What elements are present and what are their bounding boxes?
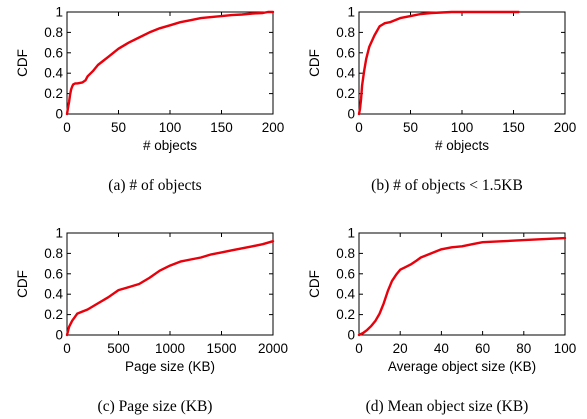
x-tick-label: 2000: [258, 341, 288, 356]
y-axis-label: CDF: [307, 49, 322, 77]
y-tick-label: 1: [347, 226, 355, 241]
x-tick-label: 200: [554, 120, 577, 135]
panel-d: 0 0.2 0.4 0.6 0.8 1 0 20 40 60 80 100 Average object…: [307, 226, 576, 416]
x-tick-label: 150: [502, 120, 525, 135]
y-tick-label: 0.2: [44, 86, 63, 101]
y-tick-label: 0.6: [44, 45, 63, 60]
y-axis-label: CDF: [15, 49, 30, 77]
y-tick-label: 0.2: [336, 307, 355, 322]
subfigure-caption: (d) Mean object size (KB): [366, 398, 529, 415]
x-tick-label: 100: [451, 120, 474, 135]
x-tick-label: 500: [107, 341, 130, 356]
x-tick-label: 50: [403, 120, 418, 135]
y-axis-label: CDF: [15, 270, 30, 298]
y-tick-label: 1: [347, 5, 355, 20]
x-axis-label: Average object size (KB): [388, 359, 536, 374]
y-tick-label: 0.6: [336, 45, 355, 60]
y-tick-label: 1: [55, 226, 63, 241]
x-axis-label: # objects: [435, 138, 489, 153]
subfigure-caption: (b) # of objects < 1.5KB: [371, 177, 523, 194]
x-tick-label: 0: [355, 341, 363, 356]
x-tick-label: 150: [210, 120, 233, 135]
y-tick-label: 0.6: [336, 266, 355, 281]
x-tick-label: 50: [111, 120, 126, 135]
y-tick-label: 0.6: [44, 266, 63, 281]
y-tick-label: 0.8: [336, 246, 355, 261]
y-axis-label: CDF: [307, 270, 322, 298]
x-tick-label: 1500: [206, 341, 236, 356]
y-tick-label: 0.2: [336, 86, 355, 101]
x-tick-label: 0: [355, 120, 363, 135]
panel-a: 0 0.2 0.4 0.6 0.8 1 0 50 100 150 200 # objects CDF (a…: [15, 5, 284, 195]
cdf-line: [65, 10, 275, 116]
y-tick-label: 0: [347, 107, 355, 122]
plot-frame: [358, 11, 566, 115]
y-tick-label: 0: [55, 328, 63, 343]
x-tick-label: 80: [516, 341, 531, 356]
x-tick-label: 1000: [155, 341, 185, 356]
y-tick-label: 0.8: [336, 25, 355, 40]
plot-frame: [66, 11, 274, 115]
y-tick-label: 0.2: [44, 307, 63, 322]
x-axis-label: # objects: [143, 138, 197, 153]
cdf-line: [65, 239, 275, 337]
plot-frame: [358, 232, 566, 336]
y-tick-label: 0: [55, 107, 63, 122]
x-tick-label: 40: [434, 341, 449, 356]
y-tick-label: 0.4: [336, 287, 355, 302]
x-tick-label: 100: [159, 120, 182, 135]
subfigure-caption: (a) # of objects: [108, 177, 201, 194]
y-tick-label: 0.4: [44, 287, 63, 302]
y-tick-label: 0.8: [44, 246, 63, 261]
panel-c: 0 0.2 0.4 0.6 0.8 1 0 500 1000 1500 2000 Page size …: [15, 226, 288, 416]
x-tick-label: 20: [393, 341, 408, 356]
cdf-line: [357, 236, 567, 337]
x-axis-label: Page size (KB): [125, 359, 215, 374]
subfigure-caption: (c) Page size (KB): [98, 398, 213, 415]
panel-b: 0 0.2 0.4 0.6 0.8 1 0 50 100 150 200 # objects CDF (b…: [307, 5, 576, 195]
x-tick-label: 0: [63, 341, 71, 356]
x-tick-label: 200: [262, 120, 285, 135]
y-tick-label: 1: [55, 5, 63, 20]
y-tick-label: 0.8: [44, 25, 63, 40]
y-tick-label: 0: [347, 328, 355, 343]
y-tick-label: 0.4: [44, 66, 63, 81]
x-tick-label: 0: [63, 120, 71, 135]
x-tick-label: 60: [475, 341, 490, 356]
x-tick-label: 100: [554, 341, 577, 356]
y-tick-label: 0.4: [336, 66, 355, 81]
cdf-line: [357, 10, 520, 116]
